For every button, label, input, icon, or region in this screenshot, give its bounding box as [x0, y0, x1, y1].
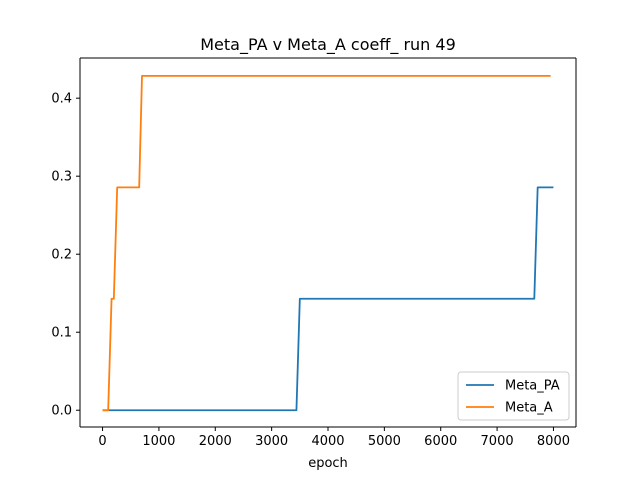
x-tick-label: 4000: [311, 434, 344, 449]
x-tick-label: 6000: [424, 434, 457, 449]
legend-box: [457, 371, 570, 421]
series-layer: [102, 74, 554, 412]
legend: Meta_PA Meta_A: [457, 371, 570, 421]
y-tick-label: 0.2: [51, 248, 72, 263]
legend-label-meta-pa: Meta_PA: [505, 379, 560, 394]
series-line-meta-pa: [102, 186, 554, 412]
x-tick-label: 0: [98, 434, 106, 449]
series-line-meta-a: [102, 74, 551, 412]
y-tick-label: 0.3: [51, 170, 72, 185]
x-axis-ticks: 0 1000 2000 3000 4000 5000 6000 7000 8000: [98, 427, 570, 449]
x-tick-label: 3000: [255, 434, 288, 449]
legend-entries: Meta_PA Meta_A: [466, 379, 560, 416]
plot-area: 0 1000 2000 3000 4000 5000 6000 7000 8000 0.0 0.1…: [51, 57, 577, 449]
chart-title: Meta_PA v Meta_A coeff_ run 49: [200, 35, 456, 55]
legend-label-meta-a: Meta_A: [505, 401, 553, 416]
x-axis-label: epoch: [308, 456, 348, 471]
x-tick-label: 8000: [537, 434, 570, 449]
y-tick-label: 0.4: [51, 92, 72, 107]
x-tick-label: 5000: [368, 434, 401, 449]
y-tick-label: 0.1: [51, 326, 72, 341]
x-tick-label: 7000: [481, 434, 514, 449]
x-tick-label: 2000: [199, 434, 232, 449]
y-tick-label: 0.0: [51, 404, 72, 419]
plot-background: [80, 58, 576, 427]
x-tick-label: 1000: [142, 434, 175, 449]
y-axis-ticks: 0.0 0.1 0.2 0.3 0.4: [51, 92, 80, 419]
